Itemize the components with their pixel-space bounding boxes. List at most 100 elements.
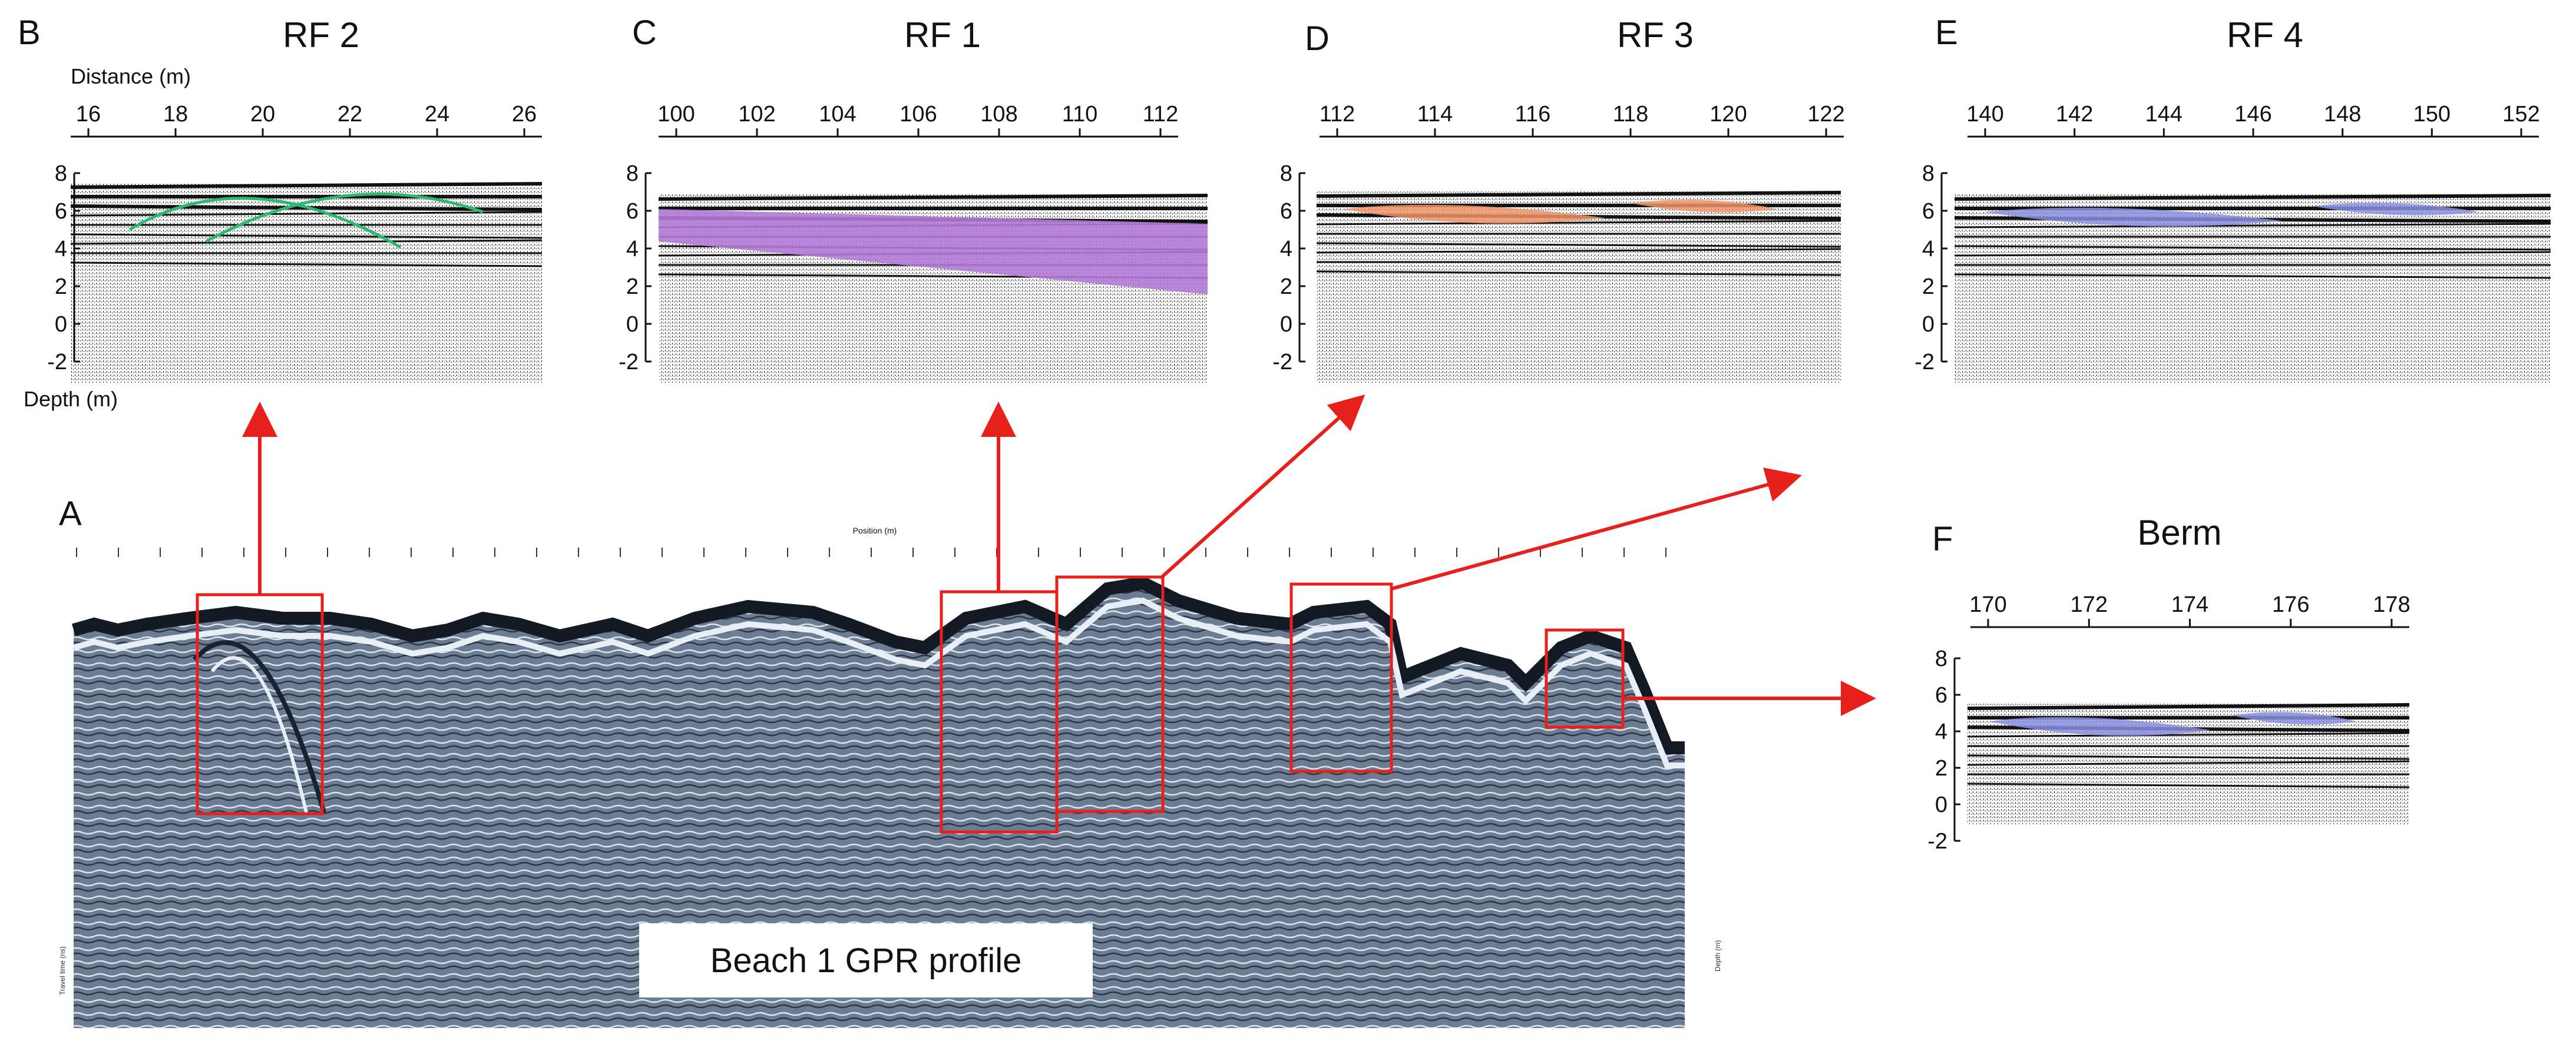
y-tick-label: 8 xyxy=(626,161,639,186)
reflector-line xyxy=(1954,223,2551,228)
reflector-line xyxy=(1954,273,2551,279)
x-tick-label: 100 xyxy=(657,102,695,127)
panel-e: E RF 4 140 142 144 146 148 150 152 8 6 4 2 0 -2 xyxy=(1914,14,2551,383)
y-tick-label: -2 xyxy=(1272,350,1292,374)
y-tick-label: 2 xyxy=(1935,756,1947,781)
y-tick-label: 8 xyxy=(1935,647,1947,671)
x-tick-label: 110 xyxy=(1062,102,1098,127)
y-tick-label: 2 xyxy=(55,274,67,299)
lens-overlay xyxy=(2233,712,2356,725)
reflector-line xyxy=(70,182,543,189)
y-tick-label: 2 xyxy=(626,274,639,299)
y-tick-label: 4 xyxy=(626,237,639,261)
x-tick-label: 106 xyxy=(900,102,937,127)
reflector-line xyxy=(1954,245,2551,251)
reflector-line xyxy=(70,239,543,245)
reflector-line xyxy=(1967,732,2410,738)
panel-d: D RF 3 112 114 116 118 120 122 8 6 4 2 0 -2 xyxy=(1272,15,1845,383)
x-tick-label: 140 xyxy=(1966,102,2003,127)
y-tick-label: 6 xyxy=(1922,199,1935,224)
panel-b-letter: B xyxy=(18,14,41,52)
lens-overlay xyxy=(1631,200,1778,213)
y-tick-label: 4 xyxy=(55,237,67,261)
x-tick-label: 102 xyxy=(738,102,775,127)
y-tick-label: 6 xyxy=(55,199,67,224)
panel-f-letter: F xyxy=(1932,520,1953,558)
reflector-line xyxy=(1316,248,1841,254)
x-tick-label: 22 xyxy=(338,102,362,127)
x-tick-label: 24 xyxy=(425,102,449,127)
panel-f-title: Berm xyxy=(2137,513,2221,552)
y-tick-label: 6 xyxy=(1280,199,1292,224)
x-tick-label: 152 xyxy=(2502,102,2539,127)
panel-a-axis-title: Position (m) xyxy=(853,526,897,535)
x-tick-label: 176 xyxy=(2272,592,2309,617)
y-tick-label: -2 xyxy=(619,350,639,374)
profile-caption-box: Beach 1 GPR profile xyxy=(639,923,1093,997)
reflector-line xyxy=(1954,251,2551,257)
y-tick-label: 8 xyxy=(1280,161,1292,186)
y-tick-label: 8 xyxy=(55,161,67,186)
x-tick-label: 172 xyxy=(2071,592,2108,617)
x-tick-label: 144 xyxy=(2145,102,2183,127)
y-tick-label: 2 xyxy=(1922,274,1935,299)
y-tick-label: 4 xyxy=(1922,237,1935,261)
profile-caption: Beach 1 GPR profile xyxy=(710,941,1022,980)
y-tick-label: -2 xyxy=(47,350,67,374)
panel-d-title: RF 3 xyxy=(1617,15,1694,55)
panel-b-distance-label: Distance (m) xyxy=(71,64,191,88)
y-tick-label: 0 xyxy=(1935,793,1947,817)
x-tick-label: 112 xyxy=(1320,102,1355,127)
x-tick-label: 150 xyxy=(2413,102,2451,127)
reflector-line xyxy=(1954,194,2551,201)
x-tick-label: 122 xyxy=(1807,102,1844,127)
reflector-line xyxy=(1316,191,1841,198)
selection-box-berm[interactable] xyxy=(1545,628,1625,729)
x-tick-label: 146 xyxy=(2234,102,2271,127)
shallow-reflector xyxy=(72,597,1685,768)
x-tick-label: 114 xyxy=(1417,102,1453,127)
y-tick-label: 0 xyxy=(1922,312,1935,337)
selection-box-rf3[interactable] xyxy=(1055,575,1165,813)
y-tick-label: 0 xyxy=(55,312,67,337)
hyperbola-reflector xyxy=(193,640,326,814)
panel-e-title: RF 4 xyxy=(2227,15,2303,55)
x-tick-label: 174 xyxy=(2171,592,2208,617)
lens-overlay xyxy=(1989,717,2211,736)
x-tick-label: 116 xyxy=(1515,102,1551,127)
x-tick-label: 142 xyxy=(2056,102,2093,127)
panel-d-letter: D xyxy=(1305,19,1330,58)
panel-b-title: RF 2 xyxy=(283,15,359,55)
reflector-line xyxy=(1967,760,2410,766)
x-tick-label: 112 xyxy=(1143,102,1179,127)
selection-box-rf4[interactable] xyxy=(1289,582,1393,773)
rf2-hyperbola-left xyxy=(128,197,402,249)
surface-reflector xyxy=(71,576,1685,754)
panel-b-radargram xyxy=(71,183,542,383)
x-tick-label: 18 xyxy=(163,102,188,127)
reflector-line xyxy=(70,211,543,217)
selection-box-rf2[interactable] xyxy=(196,593,324,816)
panel-e-letter: E xyxy=(1935,14,1958,52)
x-tick-label: 108 xyxy=(980,102,1017,127)
lens-overlay xyxy=(1342,204,1605,224)
reflector-line xyxy=(1967,703,2410,710)
reflector-line xyxy=(70,261,543,267)
arrow-to-rf3 xyxy=(1159,394,1365,580)
y-tick-label: -2 xyxy=(1927,829,1947,854)
reflector-line xyxy=(658,194,1208,201)
panel-c-letter: C xyxy=(632,14,657,52)
reflector-line xyxy=(1967,754,2410,760)
panel-c: C RF 1 100 102 104 106 108 110 112 8 6 4 2 0 -2 xyxy=(619,14,1208,383)
y-tick-label: 0 xyxy=(1280,312,1292,337)
reflector-line xyxy=(1316,242,1841,248)
x-tick-label: 170 xyxy=(1969,592,2006,617)
x-tick-label: 20 xyxy=(250,102,275,127)
y-tick-label: 6 xyxy=(1935,683,1947,708)
hyperbola-reflector-light xyxy=(210,656,308,813)
profile-air-region xyxy=(74,558,1685,748)
rf1-band-overlay xyxy=(659,209,1208,294)
